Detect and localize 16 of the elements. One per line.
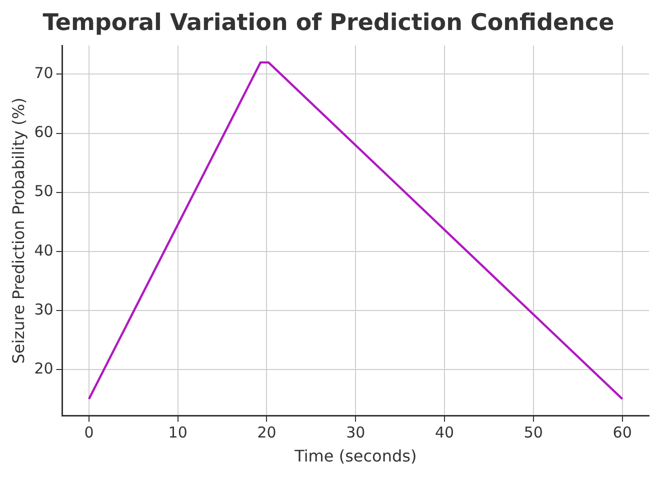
y-tick-label: 70 (34, 64, 54, 82)
x-tick-label: 50 (524, 424, 543, 442)
y-tick-label: 20 (34, 359, 54, 378)
x-tick-label: 60 (612, 424, 632, 442)
y-tick-label: 30 (34, 300, 54, 318)
x-tick-label: 40 (434, 424, 454, 442)
x-tick-label: 10 (168, 424, 188, 442)
x-tick-label: 0 (84, 424, 94, 442)
y-tick-label: 60 (34, 123, 54, 142)
y-tick-label: 50 (34, 182, 54, 200)
x-axis-title: Time (seconds) (294, 446, 417, 466)
y-tick-label: 40 (34, 241, 54, 260)
x-tick-label: 30 (346, 424, 366, 442)
x-tick-label: 20 (257, 424, 276, 442)
y-axis-title: Seizure Prediction Probability (%) (8, 98, 28, 364)
chart-title: Temporal Variation of Prediction Confidence (42, 10, 614, 36)
